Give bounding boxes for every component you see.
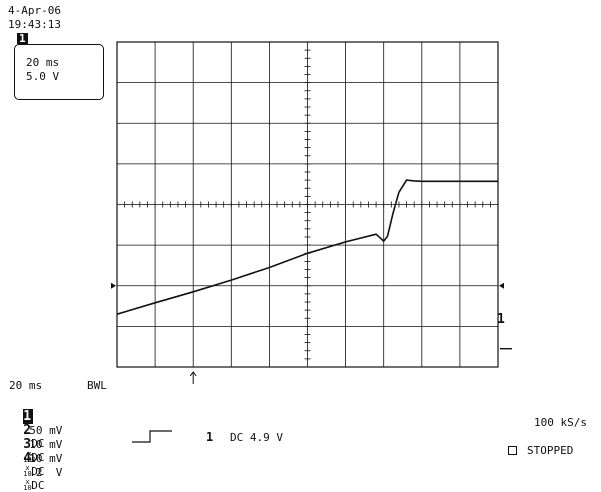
acquisition-status: STOPPED <box>527 444 574 457</box>
graticule <box>116 41 499 368</box>
trace-info-box[interactable] <box>14 44 104 100</box>
channel-scale: .2 V <box>29 466 63 479</box>
channel-scale: 10 mV <box>29 438 63 451</box>
trace-timebase: 20 ms <box>26 56 60 69</box>
rising-edge-trigger-icon <box>132 430 172 443</box>
time-label: 19:43:13 <box>8 18 61 31</box>
sample-rate: 100 kS/s <box>534 416 587 429</box>
trigger-channel: 1 <box>206 430 214 444</box>
trigger-position-arrow-icon <box>189 371 197 377</box>
trigger-coupling-level: DC 4.9 V <box>230 431 283 444</box>
ground-marker-right-icon <box>499 282 504 289</box>
channel-1-offset-label: 1 <box>497 312 505 327</box>
channel-number: 4 <box>23 451 32 466</box>
channel-coupling: DC <box>31 437 45 450</box>
channel-coupling: DC <box>31 479 45 492</box>
timebase-readout: 20 ms <box>9 379 43 392</box>
trace-channel-badge: 1 <box>17 32 28 45</box>
date-label: 4-Apr-06 <box>8 4 61 17</box>
channel-number: 1 <box>23 409 34 424</box>
ground-marker-left-icon <box>111 282 116 289</box>
bwl-indicator: BWL <box>87 379 107 392</box>
waveform-line <box>116 179 498 315</box>
markers <box>111 282 512 384</box>
scope-display <box>111 41 512 384</box>
channel-scale: 50 mV <box>29 424 63 437</box>
channel-row[interactable]: 4 .2 V DC <box>10 438 62 492</box>
channel-number: 2 <box>23 423 32 438</box>
trace-volts: 5.0 V <box>26 70 60 83</box>
acquisition-state-icon[interactable] <box>508 446 517 455</box>
waveform-trace <box>116 179 498 315</box>
channel-number: 3 <box>23 437 32 452</box>
